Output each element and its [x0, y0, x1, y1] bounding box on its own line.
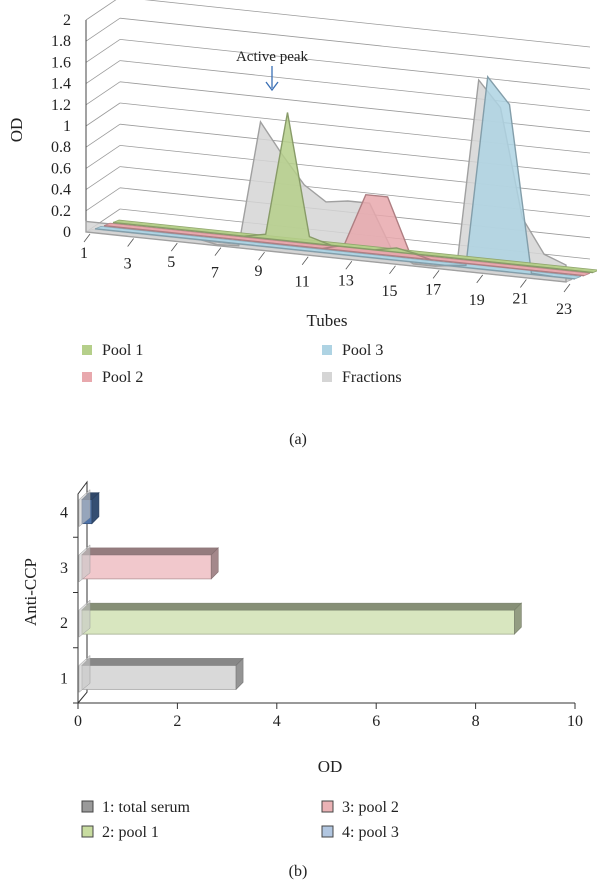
gridline-side — [85, 123, 121, 148]
x-tick-mark — [83, 233, 91, 243]
active-peak-arrowhead — [265, 81, 279, 92]
chart-a-y-axis-label: OD — [7, 118, 26, 143]
legend-swatch-fractions — [322, 372, 332, 382]
gridline-side — [85, 81, 121, 106]
gridline-back — [119, 39, 591, 90]
chart-a-y-ticks: 0 0.2 0.4 0.6 0.8 1 1.2 1.4 1.6 1.8 2 — [51, 12, 71, 241]
legend-label-pool-2: Pool 2 — [102, 369, 143, 386]
x-tick-label: 13 — [338, 272, 354, 289]
x-tick-label: 9 — [255, 263, 263, 280]
legend-label-pool-3: Pool 3 — [342, 342, 383, 359]
y-tick-label: 0.4 — [51, 182, 71, 199]
gridline-back — [119, 60, 591, 111]
legend-label-pool-1: Pool 1 — [102, 342, 143, 359]
chart-a-caption: (a) — [289, 431, 307, 448]
gridline-back — [119, 17, 591, 69]
y-tick-label: 1.8 — [51, 33, 71, 50]
x-tick-mark — [432, 270, 440, 279]
y-tick-label: 1 — [63, 118, 71, 135]
series-area-pool-2 — [103, 193, 585, 277]
gridline-side — [85, 102, 121, 127]
y-tick-label: 1.2 — [51, 97, 71, 114]
gridline-side — [85, 145, 121, 169]
gridline-side — [85, 166, 121, 190]
active-peak-annotation: Active peak — [236, 49, 309, 92]
gridline-back — [119, 102, 591, 154]
x-tick-mark — [214, 247, 222, 256]
x-tick-label: 19 — [469, 292, 485, 309]
x-tick-label: 15 — [381, 283, 397, 300]
x-tick-mark — [476, 274, 484, 284]
x-tick-label: 11 — [294, 274, 309, 291]
active-peak-label: Active peak — [236, 49, 309, 65]
legend-swatch-pool-1 — [82, 345, 92, 355]
gridline-back — [119, 123, 591, 175]
x-tick-label: 3 — [124, 256, 132, 273]
legend-label-fractions: Fractions — [342, 369, 402, 386]
chart-a-legend: Pool 1 Pool 2 Pool 3 Fractions — [82, 342, 402, 386]
legend-swatch-pool-3 — [322, 345, 332, 355]
y-tick-label: 1.6 — [51, 54, 71, 71]
gridline-back — [119, 81, 591, 133]
chart-a-series — [85, 75, 597, 283]
x-tick-label: 21 — [512, 290, 528, 307]
y-tick-label: 1.4 — [51, 76, 71, 93]
x-tick-mark — [389, 265, 396, 275]
series-area-pool-1 — [112, 112, 594, 274]
x-tick-mark — [127, 238, 134, 247]
gridline-side — [85, 187, 121, 212]
x-tick-mark — [301, 256, 309, 265]
legend-swatch-pool-2 — [82, 372, 92, 382]
gridline-side — [85, 0, 117, 21]
x-tick-mark — [258, 251, 265, 261]
x-tick-label: 7 — [211, 265, 219, 282]
gridline-side — [85, 60, 121, 84]
x-tick-label: 5 — [167, 254, 175, 271]
x-tick-label: 1 — [80, 245, 88, 262]
x-tick-mark — [563, 283, 571, 293]
y-tick-label: 0 — [63, 224, 71, 241]
series-area-pool-3 — [94, 75, 576, 280]
y-tick-label: 2 — [63, 12, 71, 29]
x-tick-mark — [345, 261, 353, 270]
y-tick-label: 0.6 — [51, 160, 71, 177]
y-tick-label: 0.8 — [51, 139, 71, 156]
gridline-back — [144, 0, 591, 48]
gridline-side — [85, 17, 121, 42]
x-tick-label: 23 — [556, 301, 572, 318]
y-tick-label: 0.2 — [51, 203, 71, 220]
x-tick-mark — [520, 279, 527, 288]
gridline-side — [85, 39, 121, 63]
chart-a-x-axis-label: Tubes — [307, 311, 348, 330]
x-tick-label: 17 — [425, 281, 441, 298]
x-tick-mark — [170, 242, 178, 252]
